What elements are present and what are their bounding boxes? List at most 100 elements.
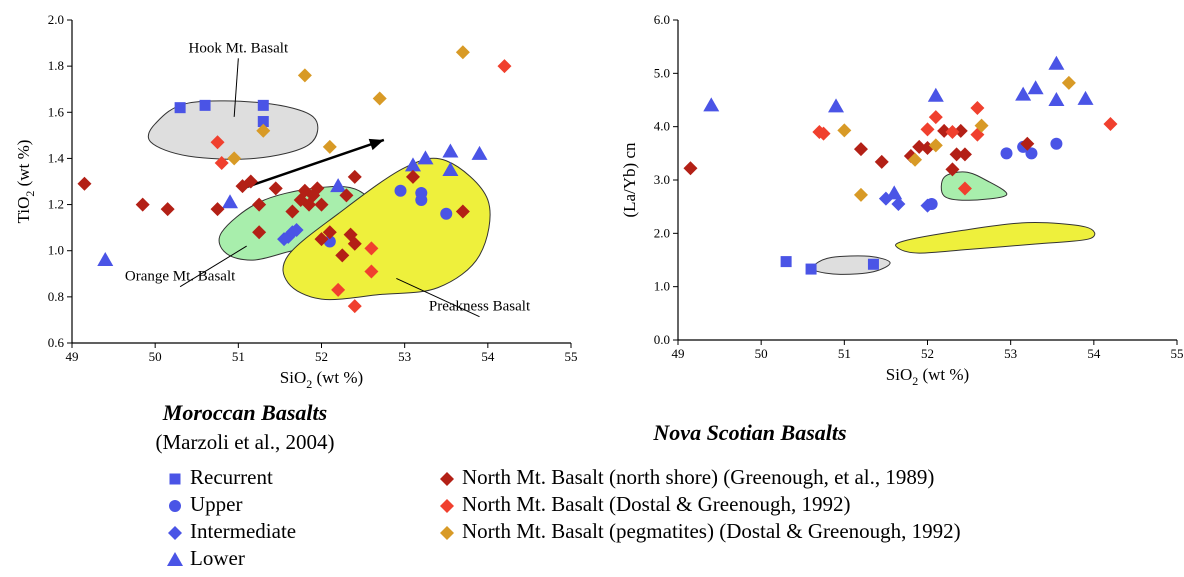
legend-marker [440, 498, 454, 513]
y-tick-label: 4.0 [654, 119, 670, 134]
moroccan-legend: Recurrent Upper Intermediate Lower [166, 464, 296, 572]
data-point [1000, 147, 1013, 160]
y-tick-label: 1.2 [48, 197, 64, 212]
y-tick-label: 1.8 [48, 58, 64, 73]
x-tick-label: 55 [1171, 346, 1184, 361]
data-point [252, 197, 267, 212]
data-point [257, 116, 269, 128]
moroccan-title: Moroccan Basalts [162, 400, 328, 425]
x-tick-label: 50 [149, 349, 162, 364]
data-point [945, 162, 960, 177]
region-label-orange-mt-basalt: Orange Mt. Basalt [125, 269, 236, 285]
data-point [268, 181, 283, 196]
legend-label: Upper [190, 492, 243, 516]
y-tick-label: 6.0 [654, 12, 670, 27]
series-north-mt-basalt-pegmatites-dostal-greenough-1992 [837, 75, 1076, 202]
data-point [891, 197, 906, 211]
data-point [1015, 86, 1032, 101]
data-point [339, 188, 354, 203]
y-tick-label: 5.0 [654, 65, 670, 80]
region-label-hook-mt-basalt: Hook Mt. Basalt [189, 40, 289, 56]
series-lower [703, 55, 1094, 200]
x-tick-label: 49 [66, 349, 79, 364]
data-point [837, 123, 852, 138]
legend-item-north-mt-basalt-dostal-greenough-1992: North Mt. Basalt (Dostal & Greenough, 19… [438, 491, 961, 518]
data-point [912, 139, 927, 154]
diamond-marker-icon [440, 498, 454, 513]
legend-label: Recurrent [190, 465, 273, 489]
data-point [1020, 136, 1035, 151]
data-point [1050, 137, 1063, 150]
series-upper [925, 137, 1063, 210]
data-point [805, 263, 817, 275]
series-lower [97, 143, 488, 266]
data-point [1027, 80, 1044, 95]
data-point [404, 157, 421, 172]
data-point [1061, 75, 1076, 90]
data-point [174, 102, 186, 114]
y-tick-label: 3.0 [654, 172, 670, 187]
label-leader-line [396, 277, 480, 318]
data-point [853, 142, 868, 157]
y-tick-label: 1.0 [48, 243, 64, 258]
label-leader-line [233, 58, 239, 117]
data-point [314, 232, 329, 247]
data-point [322, 225, 337, 240]
legend-item-intermediate: Intermediate [166, 518, 296, 545]
label-leader-line [179, 245, 247, 288]
x-tick-label: 52 [921, 346, 934, 361]
data-point [828, 98, 845, 113]
data-point [257, 99, 269, 111]
data-point [347, 169, 362, 184]
x-tick-label: 51 [232, 349, 245, 364]
y-tick-label: 2.0 [48, 12, 64, 27]
data-point [920, 122, 935, 137]
x-tick-label: 53 [398, 349, 411, 364]
legend-marker [440, 525, 454, 540]
data-point [867, 258, 879, 270]
region-preakness [895, 222, 1096, 254]
data-point [97, 251, 114, 266]
data-point [417, 150, 434, 165]
la-yb-vs-sio2-plot: 49 50 51 52 53 54 55 0.0 1.0 2.0 3.0 4.0 5.0 6.0 SiO2 … [620, 12, 1184, 388]
data-point [347, 236, 362, 251]
legend-marker [169, 473, 181, 484]
y-tick-label: 1.4 [48, 150, 65, 165]
data-point [974, 118, 989, 133]
y-axis-label: TiO2 (wt %) [14, 140, 37, 224]
series-intermediate [277, 222, 304, 247]
data-point [256, 123, 271, 138]
x-tick-label: 53 [1004, 346, 1017, 361]
legend-label: North Mt. Basalt (north shore) (Greenoug… [462, 465, 935, 489]
data-point [199, 99, 211, 111]
data-point [160, 202, 175, 217]
data-point [77, 176, 92, 191]
data-point [683, 161, 698, 176]
data-point [210, 202, 225, 217]
series-upper [323, 184, 453, 248]
series-north-mt-basalt-dostal-greenough-1992 [812, 101, 1118, 196]
data-point [331, 282, 346, 297]
data-point [816, 126, 831, 141]
nova-legend: North Mt. Basalt (north shore) (Greenoug… [438, 464, 961, 545]
series-north-mt-basalt-north-shore-greenough-et-al-1989 [77, 169, 470, 263]
y-tick-label: 1.0 [654, 279, 670, 294]
data-point [442, 143, 459, 158]
data-point [227, 151, 242, 166]
data-point [322, 139, 337, 154]
tio2-vs-sio2-plot: 49 50 51 52 53 54 55 0.6 0.8 1.0 1.2 1.4 1.6 1.8 2.0 Si… [14, 12, 578, 391]
y-tick-label: 0.8 [48, 289, 64, 304]
data-point [210, 135, 225, 150]
data-point [289, 222, 304, 237]
data-point [442, 161, 459, 176]
square-marker-icon [169, 473, 181, 484]
data-point [252, 225, 267, 240]
x-tick-label: 50 [755, 346, 768, 361]
data-point [214, 156, 229, 171]
legend-marker [167, 551, 183, 566]
legend-item-upper: Upper [166, 491, 296, 518]
data-point [957, 147, 972, 162]
y-tick-label: 0.0 [654, 332, 670, 347]
x-tick-label: 55 [565, 349, 578, 364]
data-point [297, 68, 312, 83]
